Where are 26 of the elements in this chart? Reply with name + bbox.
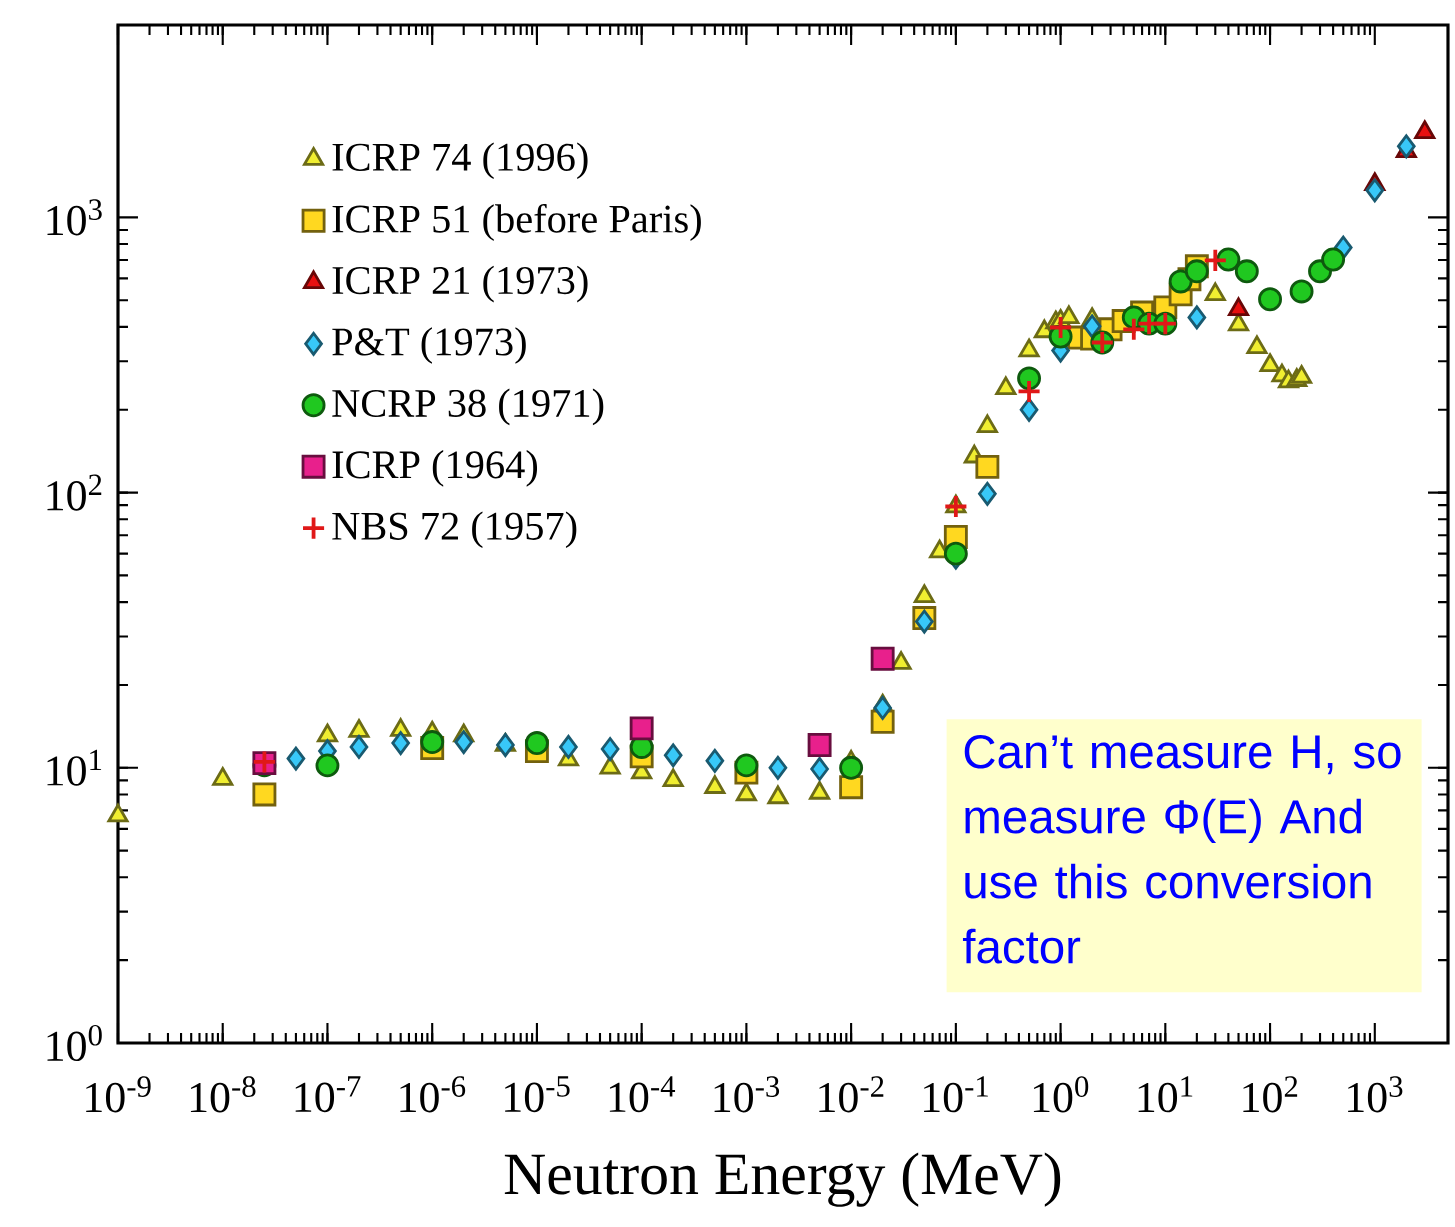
legend-label: ICRP 74 (1996) [332, 142, 588, 180]
x-tick-label: 10$^{-3}$ [714, 1076, 780, 1113]
x-tick-label: 10$^{-6}$ [400, 1076, 466, 1113]
x-tick-label: 10$^{-9}$ [86, 1076, 151, 1113]
legend-label: ICRP (1964) [332, 450, 538, 487]
x-tick-label: 10$^{0}$ [1033, 1076, 1089, 1113]
x-tick-label: 10$^{-8}$ [190, 1076, 256, 1113]
y-tick-label: 10$^{0}$ [47, 1024, 102, 1062]
x-tick-label: 10$^{3}$ [1348, 1076, 1403, 1113]
y-tick-label: 10$^{3}$ [47, 199, 102, 236]
y-tick-label: 10$^{1}$ [47, 749, 102, 786]
x-tick-label: 10$^{-7}$ [295, 1076, 361, 1113]
legend-label: P&T (1973) [332, 327, 526, 364]
x-tick-label: 10$^{-5}$ [505, 1076, 570, 1113]
legend-label: ICRP 51 (before Paris) [332, 203, 701, 241]
y-tick-label: 10$^{2}$ [47, 474, 102, 511]
x-tick-label: 10$^{2}$ [1243, 1076, 1298, 1113]
legend-label: NBS 72 (1957) [332, 511, 577, 549]
x-tick-label: 10$^{-2}$ [819, 1076, 884, 1113]
x-axis-title: Neutron Energy (MeV) [504, 1152, 1061, 1207]
legend-label: ICRP 21 (1973) [332, 265, 588, 303]
annotation: Can’t measure H, so measure Φ(E) And use this conversion factor [962, 734, 1401, 964]
x-tick-label: 10$^{1}$ [1138, 1076, 1193, 1113]
x-tick-label: 10$^{-1}$ [924, 1076, 988, 1113]
x-tick-label: 10$^{-4}$ [609, 1076, 676, 1113]
legend-label: NCRP 38 (1971) [332, 388, 604, 426]
